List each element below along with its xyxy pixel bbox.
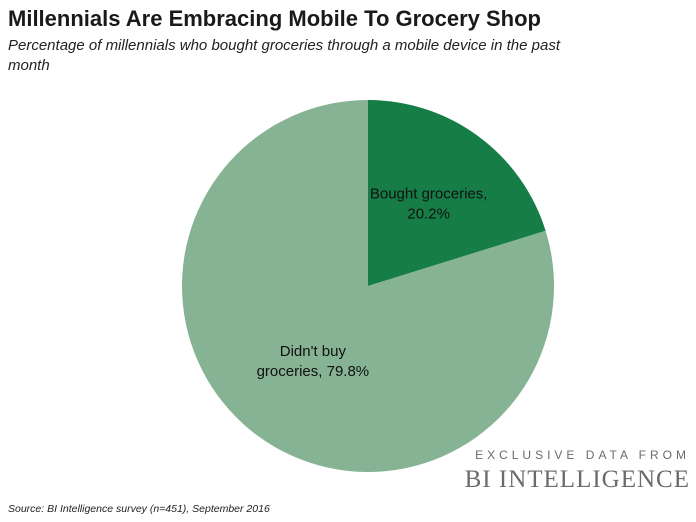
pie-slice-0 [368, 100, 546, 286]
brand-tagline: EXCLUSIVE DATA FROM [475, 448, 690, 462]
pie-slice-1 [182, 100, 554, 472]
brand-logo-text: BI INTELLIGENCE [464, 466, 690, 493]
chart-title: Millennials Are Embracing Mobile To Groc… [8, 6, 541, 31]
pie-slice-label-line: groceries, 79.8% [257, 363, 370, 380]
pie-slice-label-1: Didn't buy groceries, 79.8% [257, 343, 370, 380]
pie-slice-label-line: Didn't buy [280, 343, 347, 360]
pie-slice-label-line: Bought groceries, [370, 186, 488, 203]
pie-slice-label-line: 20.2% [407, 206, 450, 223]
chart-subtitle: Percentage of millennials who bought gro… [8, 37, 560, 74]
pie-slice-label-0: Bought groceries, 20.2% [370, 186, 488, 223]
source-note: Source: BI Intelligence survey (n=451), … [8, 503, 270, 515]
